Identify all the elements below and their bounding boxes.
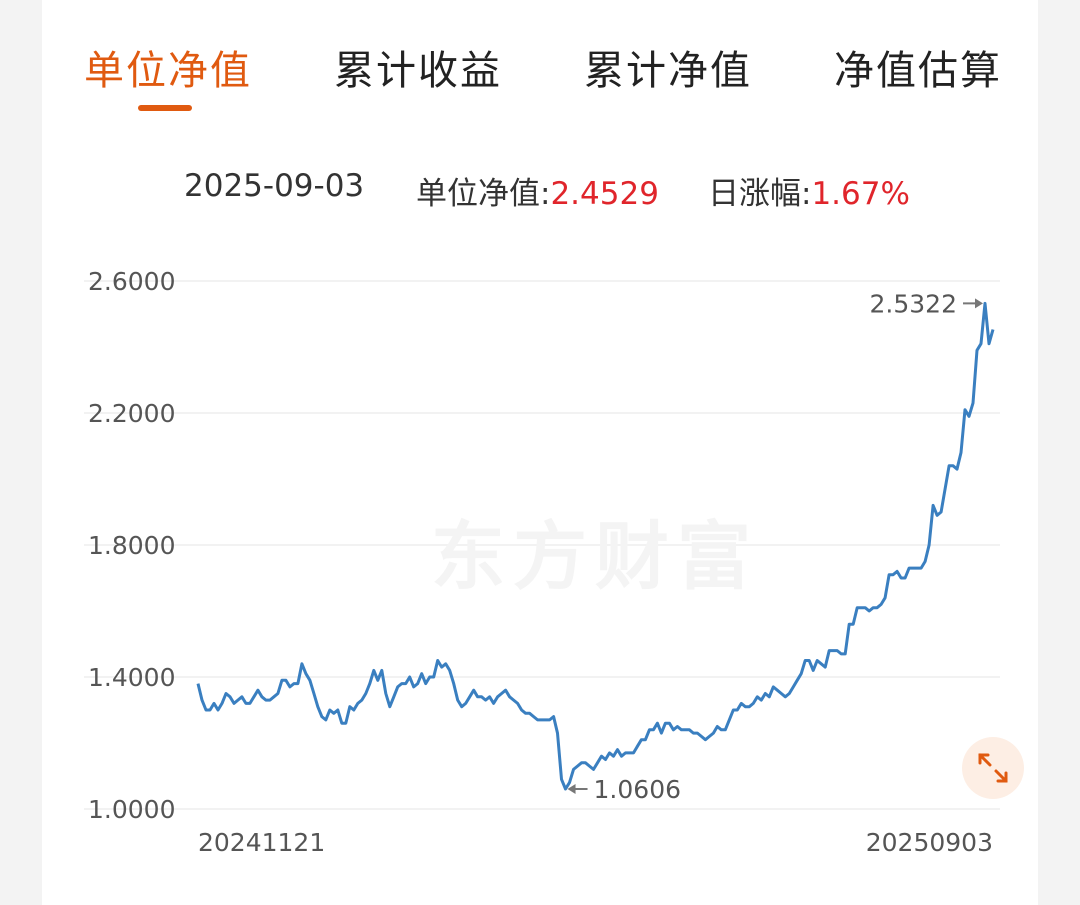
selected-date: 2025-09-03 bbox=[184, 168, 365, 204]
series-line bbox=[196, 301, 995, 791]
y-axis: 2.6000 2.2000 1.8000 1.4000 1.0000 bbox=[88, 267, 175, 824]
y-tick-label: 2.6000 bbox=[88, 267, 175, 296]
min-marker-text: 1.0606 bbox=[594, 775, 681, 804]
nav-info: 单位净值:2.4529 bbox=[416, 168, 659, 213]
expand-icon bbox=[978, 753, 1008, 783]
change-value: 1.67% bbox=[811, 176, 910, 212]
fund-card bbox=[42, 0, 1038, 905]
x-start-label: 20241121 bbox=[198, 828, 325, 857]
nav-label: 单位净值: bbox=[416, 176, 551, 212]
min-marker: 1.0606 bbox=[567, 775, 681, 804]
expand-button[interactable] bbox=[962, 737, 1024, 799]
active-tab-indicator bbox=[138, 105, 192, 111]
change-label: 日涨幅: bbox=[708, 176, 812, 212]
max-marker: 2.5322 bbox=[870, 289, 984, 318]
tab-unit-nav[interactable]: 单位净值 bbox=[84, 48, 252, 94]
grid bbox=[84, 280, 1000, 810]
y-tick-label: 1.4000 bbox=[88, 663, 175, 692]
tab-cumulative-return[interactable]: 累计收益 bbox=[334, 48, 502, 94]
y-tick-label: 2.2000 bbox=[88, 399, 175, 428]
y-tick-label: 1.0000 bbox=[88, 795, 175, 824]
max-marker-text: 2.5322 bbox=[870, 289, 957, 318]
change-info: 日涨幅:1.67% bbox=[708, 168, 910, 213]
tab-bar: 单位净值 累计收益 累计净值 净值估算 bbox=[0, 0, 1080, 120]
nav-value: 2.4529 bbox=[550, 176, 659, 212]
tab-cumulative-nav[interactable]: 累计净值 bbox=[584, 48, 752, 94]
y-tick-label: 1.8000 bbox=[88, 531, 175, 560]
x-end-label: 20250903 bbox=[866, 828, 993, 857]
tab-nav-estimate[interactable]: 净值估算 bbox=[834, 48, 1002, 94]
watermark: 东方财富 bbox=[431, 514, 759, 600]
